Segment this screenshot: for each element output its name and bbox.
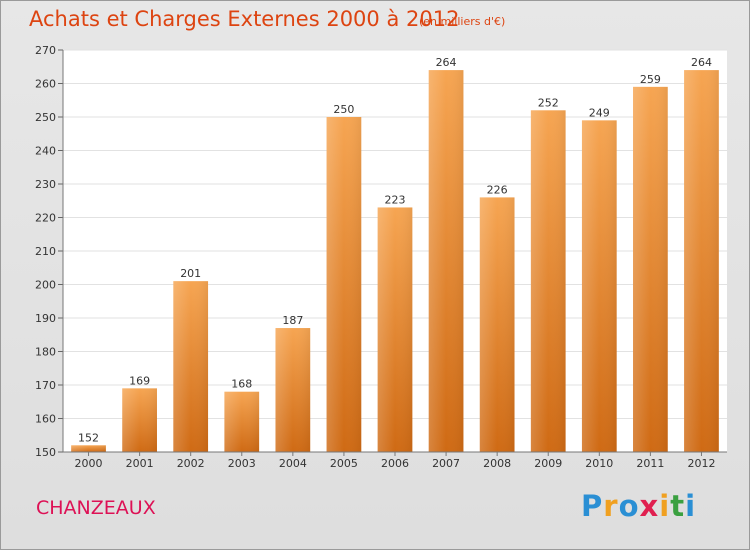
bar-highlight bbox=[428, 70, 464, 452]
logo-letter: i bbox=[659, 489, 671, 523]
chart-subtitle: (en milliers d'€) bbox=[419, 15, 506, 28]
bar-group: 259 bbox=[633, 73, 668, 452]
y-tick-label: 220 bbox=[35, 212, 56, 225]
bar-highlight bbox=[633, 86, 668, 452]
y-tick-label: 250 bbox=[35, 111, 56, 124]
x-tick-label: 2002 bbox=[177, 457, 205, 470]
bar-value-label: 259 bbox=[640, 73, 661, 86]
x-tick-label: 2004 bbox=[279, 457, 307, 470]
bar-group: 264 bbox=[428, 56, 464, 452]
bar-highlight bbox=[224, 391, 260, 452]
commune-name: CHANZEAUX bbox=[36, 497, 156, 519]
x-tick-label: 2005 bbox=[330, 457, 358, 470]
bar-value-label: 264 bbox=[436, 56, 457, 69]
bar-highlight bbox=[479, 197, 515, 452]
bar-group: 249 bbox=[581, 106, 617, 452]
y-tick-label: 170 bbox=[35, 379, 56, 392]
x-tick-label: 2003 bbox=[228, 457, 256, 470]
bar-value-label: 187 bbox=[282, 314, 303, 327]
proxiti-logo: Proxiti bbox=[581, 489, 696, 523]
bar-group: 226 bbox=[479, 183, 515, 452]
x-tick-label: 2010 bbox=[585, 457, 613, 470]
logo-letter: o bbox=[618, 489, 640, 523]
y-tick-label: 180 bbox=[35, 346, 56, 359]
y-tick-label: 150 bbox=[35, 446, 56, 459]
y-tick-label: 210 bbox=[35, 245, 56, 258]
bar-value-label: 168 bbox=[231, 378, 252, 391]
bar-group: 250 bbox=[326, 103, 362, 452]
bar-highlight bbox=[275, 328, 311, 452]
logo-letter: i bbox=[685, 489, 697, 523]
bar-group: 187 bbox=[275, 314, 311, 452]
y-tick-label: 260 bbox=[35, 78, 56, 91]
bar-group: 223 bbox=[377, 193, 413, 452]
bar-value-label: 249 bbox=[589, 106, 610, 119]
bar-group: 168 bbox=[224, 378, 260, 452]
bar-value-label: 264 bbox=[691, 56, 712, 69]
bar-value-label: 152 bbox=[78, 431, 99, 444]
bar-value-label: 223 bbox=[385, 193, 406, 206]
bar-highlight bbox=[581, 120, 617, 452]
bar-group: 264 bbox=[684, 56, 719, 452]
x-tick-label: 2000 bbox=[75, 457, 103, 470]
x-tick-label: 2007 bbox=[432, 457, 460, 470]
y-tick-label: 230 bbox=[35, 178, 56, 191]
bar-highlight bbox=[326, 117, 362, 452]
bar-group: 152 bbox=[71, 431, 106, 452]
bar-highlight bbox=[122, 388, 157, 452]
bar-value-label: 226 bbox=[487, 183, 508, 196]
x-tick-label: 2001 bbox=[126, 457, 154, 470]
x-tick-label: 2006 bbox=[381, 457, 409, 470]
x-tick-label: 2012 bbox=[687, 457, 715, 470]
bar-highlight bbox=[173, 281, 209, 452]
bar-highlight bbox=[71, 445, 106, 452]
y-tick-label: 200 bbox=[35, 279, 56, 292]
bar-value-label: 169 bbox=[129, 374, 150, 387]
bar-value-label: 250 bbox=[333, 103, 354, 116]
bar-group: 201 bbox=[173, 267, 209, 452]
logo-letter: r bbox=[603, 489, 619, 523]
bar-highlight bbox=[377, 207, 413, 452]
y-tick-label: 190 bbox=[35, 312, 56, 325]
y-tick-label: 240 bbox=[35, 145, 56, 158]
x-tick-label: 2008 bbox=[483, 457, 511, 470]
bar-group: 169 bbox=[122, 374, 157, 452]
y-tick-label: 160 bbox=[35, 413, 56, 426]
chart-title: Achats et Charges Externes 2000 à 2012 bbox=[29, 7, 460, 31]
logo-letter: P bbox=[581, 489, 604, 523]
logo-letter: t bbox=[670, 489, 686, 523]
bar-highlight bbox=[684, 70, 719, 452]
bar-value-label: 252 bbox=[538, 96, 559, 109]
y-tick-label: 270 bbox=[35, 44, 56, 57]
bar-value-label: 201 bbox=[180, 267, 201, 280]
bar-group: 252 bbox=[530, 96, 566, 453]
bar-highlight bbox=[530, 110, 566, 453]
logo-letter: x bbox=[639, 489, 660, 523]
x-tick-label: 2009 bbox=[534, 457, 562, 470]
x-tick-label: 2011 bbox=[636, 457, 664, 470]
